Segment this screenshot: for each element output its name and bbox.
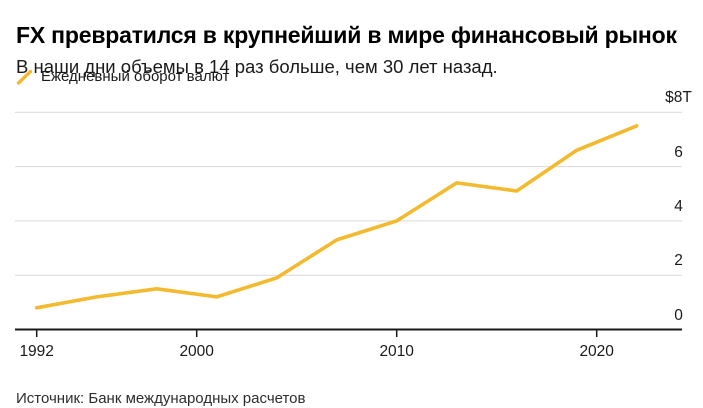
chart-subtitle: В наши дни объемы в 14 раз больше, чем 3…	[16, 55, 498, 77]
chart-title: FX превратился в крупнейший в мире финан…	[16, 22, 677, 49]
legend: Ежедневный оборот валют	[16, 68, 229, 86]
legend-slash-icon	[16, 69, 33, 85]
series-line-daily-fx-turnover	[34, 124, 639, 310]
legend-label: Ежедневный оборот валют	[41, 68, 230, 85]
source-note: Источник: Банк международных расчетов	[16, 390, 306, 407]
line-series-marker-icon	[16, 69, 33, 85]
